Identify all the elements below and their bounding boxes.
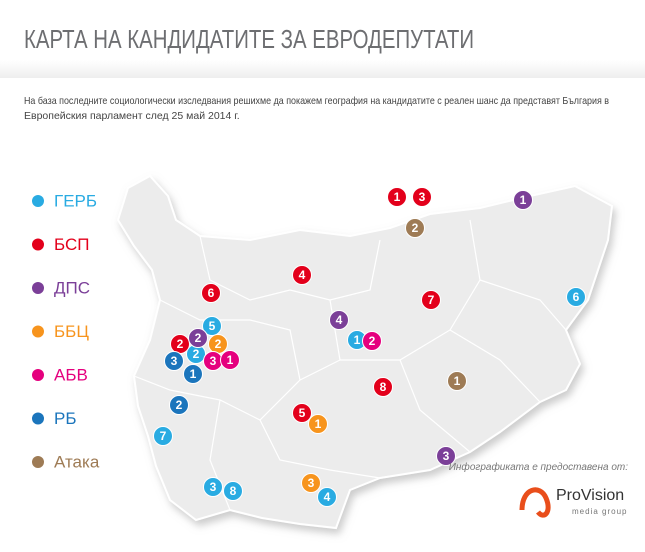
brand: ProVision: [556, 487, 624, 504]
legend-swatch: [32, 282, 44, 294]
legend: ГЕРБ БСП ДПС ББЦ АБВ РБ Атака: [32, 192, 100, 472]
candidate-marker: [220, 350, 240, 370]
candidate-number: 1: [354, 333, 361, 347]
candidate-number: 5: [209, 319, 216, 333]
legend-label: ББЦ: [54, 322, 89, 341]
candidate-marker: [308, 414, 328, 434]
candidate-marker: [436, 446, 456, 466]
candidate-number: 4: [299, 268, 306, 282]
candidate-number: 2: [195, 331, 202, 345]
candidate-number: 5: [299, 406, 306, 420]
candidate-marker: [292, 403, 312, 423]
candidate-number: 2: [412, 221, 419, 235]
candidate-number: 4: [324, 490, 331, 504]
map-outline: [116, 174, 614, 530]
candidate-number: 1: [520, 193, 527, 207]
region-borders: [133, 219, 567, 511]
candidate-number: 2: [369, 334, 376, 348]
candidate-marker: [202, 316, 222, 336]
candidate-marker: [362, 331, 382, 351]
credit: Инфографиката е предоставена от:: [449, 461, 629, 473]
candidate-marker: [188, 328, 208, 348]
candidate-number: 8: [230, 484, 237, 498]
legend-swatch: [32, 412, 44, 425]
legend-label: РБ: [54, 409, 77, 428]
candidate-marker: [301, 473, 321, 493]
legend-swatch: [32, 369, 44, 381]
candidate-number: 3: [443, 449, 450, 463]
legend-swatch: [32, 325, 44, 338]
candidate-number: 1: [394, 190, 401, 204]
candidate-number: 6: [573, 290, 580, 304]
brand-logo: ProVision media group: [519, 487, 627, 518]
candidate-marker: [421, 290, 441, 310]
candidate-marker: [387, 187, 407, 207]
legend-label: АБВ: [54, 366, 88, 385]
candidate-number: 7: [160, 429, 167, 443]
candidate-marker: [153, 426, 173, 446]
header-band: [0, 60, 645, 78]
brand-sub: media group: [572, 507, 627, 516]
candidate-number: 1: [190, 367, 197, 381]
candidate-number: 1: [315, 417, 322, 431]
candidate-number: 3: [419, 190, 426, 204]
legend-swatch: [32, 195, 44, 207]
candidate-marker: [203, 477, 223, 497]
title: КАРТА НА КАНДИДАТИТЕ ЗА ЕВРОДЕПУТАТИ: [24, 24, 474, 54]
logo-mark: [519, 487, 551, 518]
legend-swatch: [32, 238, 44, 251]
candidate-number: 6: [208, 286, 215, 300]
legend-label: ГЕРБ: [54, 192, 97, 211]
candidate-marker: [405, 218, 425, 238]
candidate-number: 2: [215, 337, 222, 351]
candidate-number: 3: [171, 354, 178, 368]
candidate-number: 3: [210, 480, 217, 494]
candidate-number: 1: [227, 353, 234, 367]
candidate-marker: [201, 283, 221, 303]
description: На база последните социологически изслед…: [24, 95, 609, 107]
candidate-marker: [317, 487, 337, 507]
candidate-marker: [412, 187, 432, 207]
candidate-number: 1: [454, 374, 461, 388]
candidate-number: 7: [428, 293, 435, 307]
candidate-number: 4: [336, 313, 343, 327]
candidate-marker: [566, 287, 586, 307]
candidate-number: 8: [380, 380, 387, 394]
candidate-number: 2: [193, 347, 200, 361]
candidate-marker: [513, 190, 533, 210]
description: Европейския парламент след 25 май 2014 г…: [24, 110, 240, 122]
legend-label: Атака: [54, 453, 100, 472]
candidate-marker: [164, 351, 184, 371]
legend-label: ДПС: [54, 279, 90, 298]
candidate-number: 3: [308, 476, 315, 490]
candidate-marker: [373, 377, 393, 397]
candidate-number: 3: [210, 354, 217, 368]
candidate-marker: [329, 310, 349, 330]
candidate-number: 2: [176, 398, 183, 412]
candidate-marker: [169, 395, 189, 415]
legend-label: БСП: [54, 235, 89, 254]
candidate-marker: [223, 481, 243, 501]
candidate-marker: [447, 371, 467, 391]
candidate-marker: [292, 265, 312, 285]
candidate-marker: [183, 364, 203, 384]
candidate-number: 2: [177, 337, 184, 351]
legend-swatch: [32, 456, 44, 468]
